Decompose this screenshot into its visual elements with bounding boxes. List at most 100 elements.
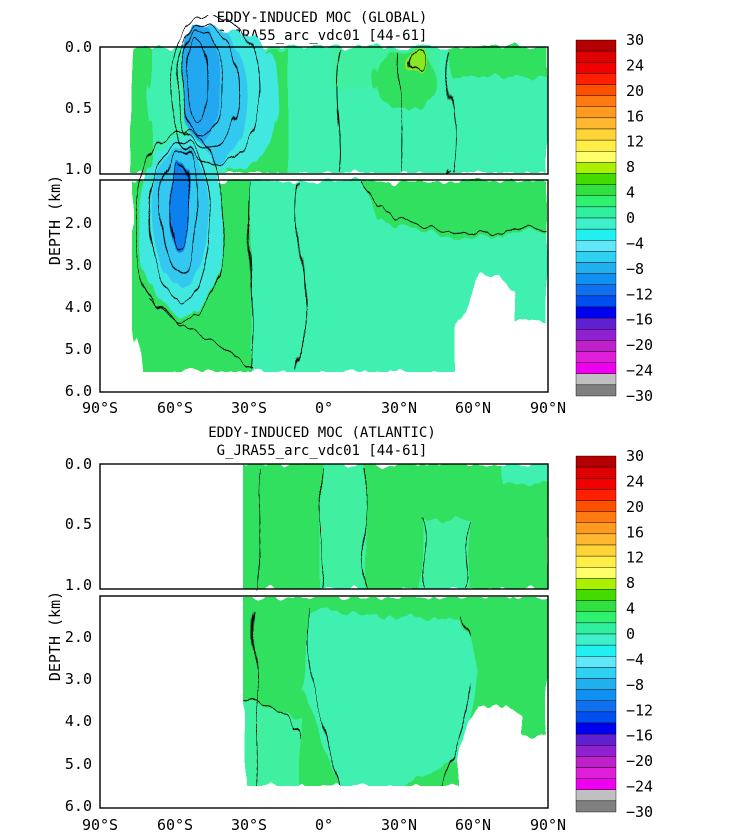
colorbar-swatch xyxy=(575,273,617,285)
y-tick-label: 3.0 xyxy=(65,256,92,274)
x-tick-label: 90°N xyxy=(530,399,566,417)
colorbar-swatch xyxy=(575,106,617,119)
colorbar-label: 4 xyxy=(626,184,635,202)
contour-line xyxy=(161,147,199,273)
colorbar-label: −30 xyxy=(626,803,653,821)
chart-subtitle: G_JRA55_arc_vdc01 [44-61] xyxy=(217,28,428,44)
x-axis-global: 90°S 60°S 30°S 0° 30°N 60°N 90°N xyxy=(82,399,566,417)
colorbar-swatch xyxy=(575,678,617,690)
colorbar-label: 0 xyxy=(626,625,635,643)
contour-line xyxy=(170,159,190,251)
colorbar-swatch xyxy=(575,139,617,152)
x-tick-label: 30°S xyxy=(231,399,267,417)
colorbar-global: 30 24 20 16 12 8 4 0 −4 −8 −12 −16 −20 −24 −30 xyxy=(575,31,653,405)
colorbar-label: −12 xyxy=(626,701,653,719)
colorbar-label: −20 xyxy=(626,752,653,770)
contour-line xyxy=(362,467,369,589)
contour-line xyxy=(242,699,301,741)
colorbar-swatch xyxy=(575,228,617,241)
colorbar-label: 30 xyxy=(626,31,644,49)
field-area xyxy=(420,520,470,589)
colorbar-swatch xyxy=(575,555,617,568)
field-area xyxy=(450,47,548,77)
y-axis-label: DEPTH (km) xyxy=(46,175,64,265)
colorbar-swatch xyxy=(575,644,617,657)
plot-field-global xyxy=(99,14,549,393)
panel-atlantic: EDDY-INDUCED MOC (ATLANTIC) G_JRA55_arc_… xyxy=(46,425,566,834)
colorbar-swatch xyxy=(575,317,617,330)
contour-line xyxy=(419,519,426,589)
field-area xyxy=(170,157,190,253)
y-tick-label: 0.5 xyxy=(65,99,92,117)
y-tick-label: 6.0 xyxy=(65,382,92,400)
colorbar-label: 16 xyxy=(626,107,644,125)
colorbar-swatch xyxy=(575,667,617,679)
colorbar-swatch xyxy=(575,151,617,163)
x-tick-label: 30°S xyxy=(231,816,267,834)
y-axis-global: 0.0 0.5 1.0 2.0 3.0 4.0 5.0 6.0 DEPTH (k… xyxy=(46,38,92,400)
colorbar-label: −8 xyxy=(626,676,644,694)
x-tick-label: 30°N xyxy=(381,816,417,834)
colorbar-swatch xyxy=(575,522,617,535)
colorbar-swatch xyxy=(575,689,617,701)
colorbar-label: 24 xyxy=(626,472,644,490)
colorbar-swatch xyxy=(575,722,617,735)
colorbar-swatch xyxy=(575,589,617,601)
colorbar-swatch xyxy=(575,466,617,479)
x-tick-label: 90°N xyxy=(530,816,566,834)
colorbar-swatch xyxy=(575,206,617,219)
contour-line xyxy=(336,49,341,173)
contour-line xyxy=(398,49,405,173)
contour-line xyxy=(181,32,223,138)
colorbar-swatch xyxy=(575,95,617,107)
colorbar-swatch xyxy=(575,778,617,790)
colorbar-swatch xyxy=(575,62,617,74)
x-tick-label: 60°S xyxy=(157,399,193,417)
colorbar-swatch xyxy=(575,84,617,96)
colorbar-swatch xyxy=(575,500,617,512)
x-axis-atlantic: 90°S 60°S 30°S 0° 30°N 60°N 90°N xyxy=(82,816,566,834)
x-tick-label: 60°S xyxy=(157,816,193,834)
contour-lines xyxy=(242,467,471,787)
colorbar-swatch xyxy=(575,711,617,724)
colorbar-swatch xyxy=(575,128,617,141)
colorbar-swatch xyxy=(575,611,617,624)
contour-line xyxy=(134,129,226,321)
colorbar-label: −8 xyxy=(626,260,644,278)
y-tick-label: 4.0 xyxy=(65,298,92,316)
colorbar-label: 12 xyxy=(626,549,644,567)
x-tick-label: 60°N xyxy=(455,816,491,834)
x-tick-label: 90°S xyxy=(82,399,118,417)
colorbar-label: −16 xyxy=(626,727,653,745)
colorbar-swatch xyxy=(575,117,617,130)
plot-field-atlantic xyxy=(99,463,549,809)
colorbar-swatch xyxy=(575,489,617,501)
colorbar-swatch xyxy=(575,767,617,779)
contour-line xyxy=(464,519,471,589)
field-area xyxy=(408,50,428,74)
plot-frame-lower xyxy=(99,595,549,809)
colorbar-label: −4 xyxy=(626,234,644,252)
y-tick-label: 4.0 xyxy=(65,712,92,730)
colorbar-label: 16 xyxy=(626,523,644,541)
contour-line xyxy=(439,614,471,787)
contour-line xyxy=(359,182,549,236)
colorbar-swatch xyxy=(575,373,617,386)
colorbar-swatch xyxy=(575,567,617,579)
y-axis-label: DEPTH (km) xyxy=(46,591,64,681)
colorbar-label: 20 xyxy=(626,82,644,100)
colorbar-swatch xyxy=(575,39,617,52)
field-area xyxy=(130,47,150,173)
contour-line xyxy=(149,299,253,371)
colorbar-swatch xyxy=(575,73,617,85)
colorbar-label: −20 xyxy=(626,336,653,354)
contour-line xyxy=(409,51,427,73)
x-tick-label: 60°N xyxy=(455,399,491,417)
colorbar-swatch xyxy=(575,217,617,230)
colorbar-swatch xyxy=(575,533,617,546)
y-tick-label: 6.0 xyxy=(65,797,92,815)
colorbar-label: −24 xyxy=(626,362,653,380)
colorbar-swatch xyxy=(575,756,617,768)
chart-title: EDDY-INDUCED MOC (ATLANTIC) xyxy=(208,425,436,441)
